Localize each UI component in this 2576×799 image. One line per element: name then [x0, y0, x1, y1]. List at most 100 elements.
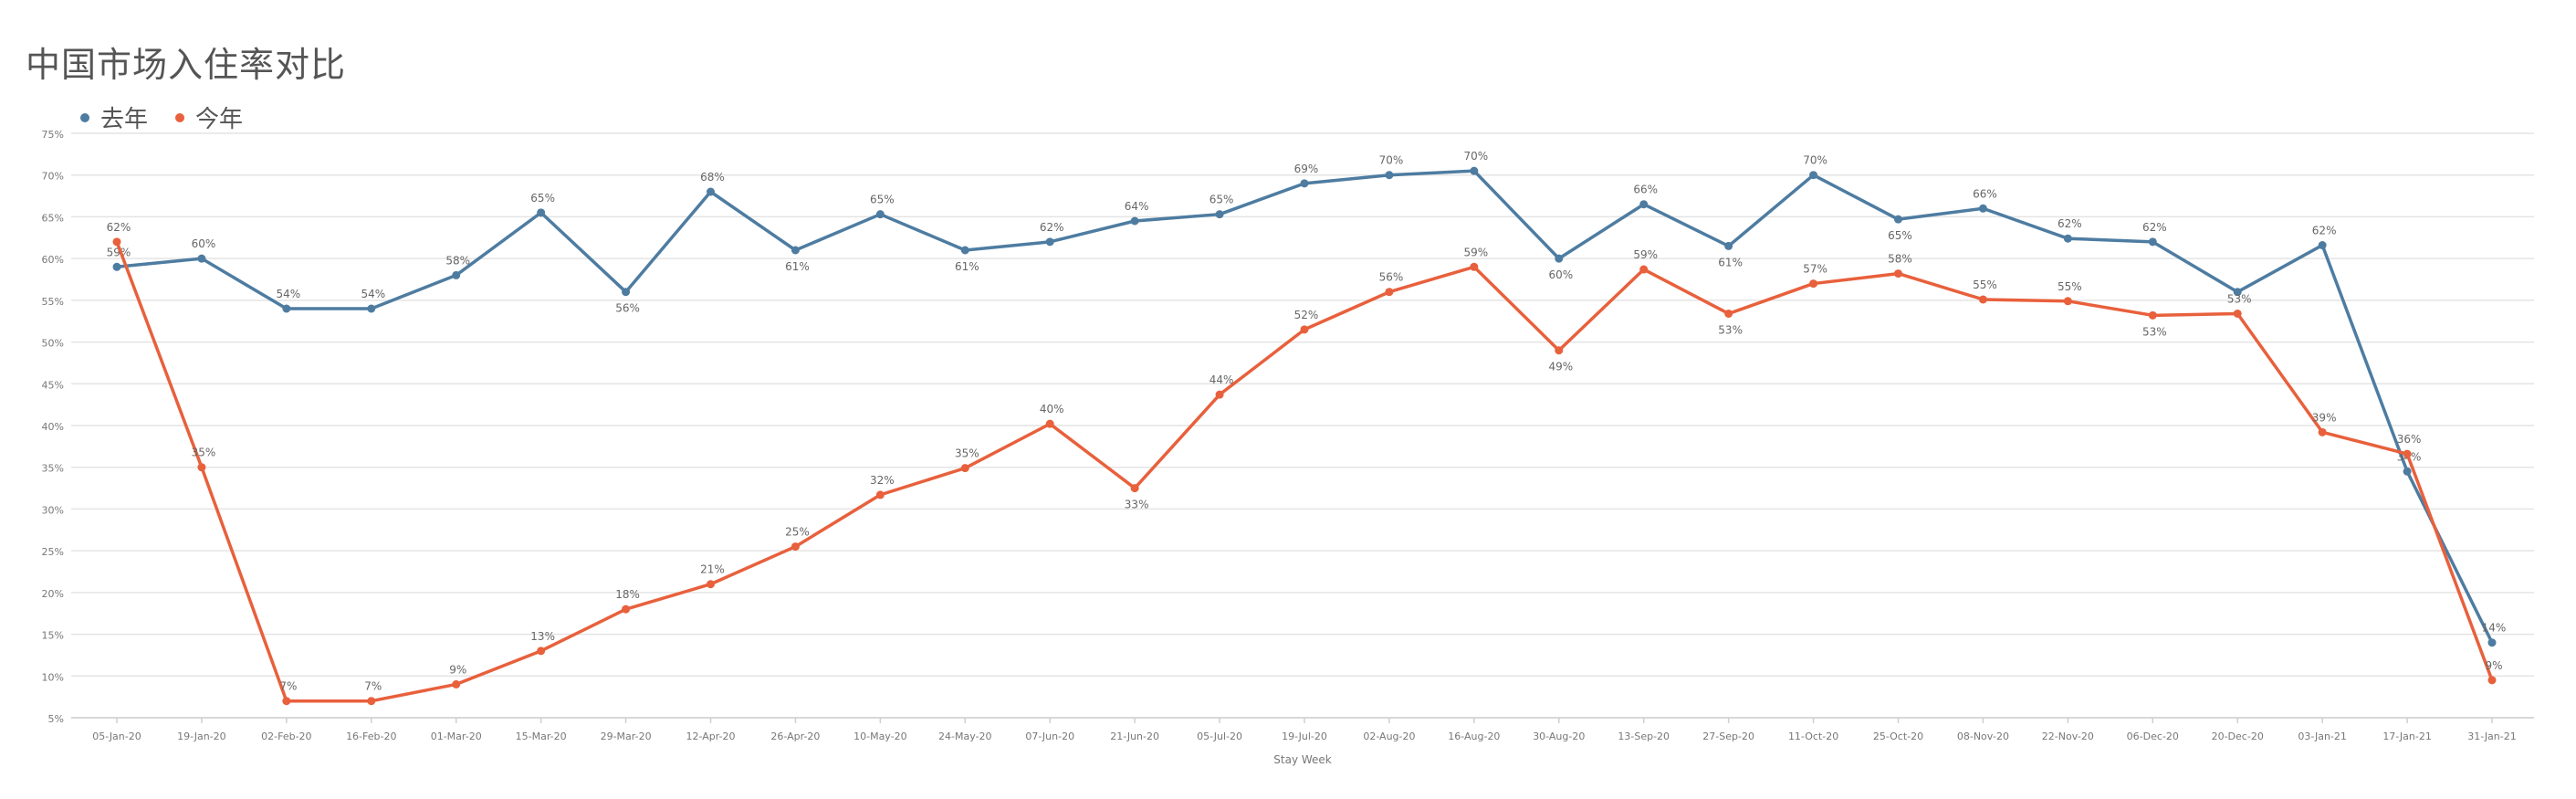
- data-point: [2487, 638, 2497, 647]
- chart-title: 中国市场入住率对比: [26, 45, 347, 85]
- legend-item-this-year[interactable]: 今年: [175, 100, 243, 134]
- data-point: [1555, 346, 1564, 355]
- data-point: [1555, 254, 1564, 263]
- data-point: [1385, 171, 1394, 180]
- data-label: 9%: [2485, 659, 2502, 672]
- data-point: [707, 187, 715, 196]
- data-point: [1978, 204, 1987, 213]
- chart-legend: 去年 今年: [80, 100, 243, 134]
- x-tick-label: 16-Feb-20: [346, 731, 396, 742]
- y-tick-label: 70%: [42, 171, 64, 183]
- data-point: [1639, 200, 1649, 209]
- x-tick-label: 11-Oct-20: [1788, 731, 1838, 742]
- data-point: [282, 304, 291, 313]
- y-tick-label: 50%: [42, 338, 64, 350]
- y-tick-label: 65%: [42, 212, 64, 224]
- data-point: [537, 647, 546, 656]
- data-label: 25%: [785, 526, 810, 539]
- data-label: 62%: [2312, 225, 2337, 237]
- data-label: 35%: [955, 447, 979, 460]
- data-label: 53%: [1718, 323, 1743, 336]
- data-label: 62%: [2142, 221, 2167, 234]
- data-label: 70%: [1803, 154, 1827, 167]
- x-tick-label: 24-May-20: [938, 731, 991, 742]
- data-label: 54%: [361, 288, 385, 300]
- data-point: [1130, 216, 1139, 226]
- y-tick-label: 35%: [42, 463, 64, 475]
- y-tick-label: 40%: [42, 421, 64, 433]
- data-label: 62%: [107, 221, 131, 234]
- data-label: 55%: [2058, 280, 2082, 293]
- x-tick-label: 22-Nov-20: [2042, 731, 2094, 742]
- y-tick-label: 60%: [42, 254, 64, 266]
- data-point: [452, 270, 461, 279]
- series-line-last-year: [116, 169, 2494, 644]
- data-point: [1809, 171, 1818, 180]
- data-point: [1894, 215, 1902, 224]
- data-label: 68%: [700, 171, 725, 184]
- data-point: [875, 210, 885, 219]
- data-point: [875, 490, 885, 499]
- data-label: 70%: [1379, 154, 1404, 167]
- legend-marker-this-year: [175, 112, 185, 122]
- data-label: 58%: [445, 254, 470, 267]
- data-label: 56%: [615, 302, 640, 315]
- data-label: 58%: [1888, 253, 1912, 266]
- data-label: 33%: [1125, 499, 1149, 511]
- data-point: [1639, 265, 1649, 274]
- data-label: 57%: [1803, 263, 1827, 276]
- x-tick-label: 01-Mar-20: [431, 731, 482, 742]
- data-point: [1809, 279, 1818, 289]
- x-tick-label: 19-Jan-20: [177, 731, 226, 742]
- x-tick-label: 07-Jun-20: [1025, 731, 1074, 742]
- data-point: [1215, 210, 1224, 219]
- data-point: [2318, 427, 2327, 436]
- data-point: [1894, 269, 1902, 279]
- data-point: [2148, 310, 2157, 320]
- data-label: 40%: [1040, 403, 1064, 415]
- x-tick-label: 03-Jan-21: [2298, 731, 2347, 742]
- data-point: [1300, 325, 1309, 334]
- data-point: [197, 463, 206, 472]
- legend-item-last-year[interactable]: 去年: [80, 100, 148, 134]
- data-label: 66%: [1633, 184, 1658, 196]
- y-tick-label: 15%: [42, 630, 64, 642]
- data-label: 62%: [2058, 217, 2082, 230]
- data-label: 36%: [2397, 433, 2422, 446]
- data-point: [791, 542, 800, 552]
- data-label: 59%: [1464, 246, 1489, 258]
- x-tick-label: 10-May-20: [853, 731, 906, 742]
- data-point: [1045, 237, 1054, 247]
- data-point: [2318, 241, 2327, 250]
- data-point: [1130, 484, 1139, 493]
- data-label: 55%: [1973, 279, 1997, 291]
- x-tick-label: 25-Oct-20: [1873, 731, 1923, 742]
- data-label: 56%: [1379, 271, 1404, 284]
- data-point: [2063, 297, 2072, 306]
- x-tick-label: 16-Aug-20: [1448, 731, 1500, 742]
- x-tick-label: 02-Feb-20: [261, 731, 311, 742]
- data-label: 9%: [449, 663, 466, 676]
- data-point: [112, 262, 121, 271]
- data-label: 59%: [107, 246, 131, 258]
- y-tick-label: 20%: [42, 588, 64, 600]
- x-tick-label: 12-Apr-20: [686, 731, 735, 742]
- data-point: [622, 288, 631, 297]
- data-point: [282, 697, 291, 706]
- data-label: 70%: [1464, 150, 1489, 163]
- data-point: [1724, 309, 1733, 318]
- data-point: [1470, 166, 1479, 175]
- data-label: 21%: [700, 563, 725, 576]
- data-label: 66%: [1973, 187, 1997, 200]
- data-label: 60%: [1548, 268, 1573, 281]
- data-point: [1385, 288, 1394, 297]
- data-point: [367, 304, 376, 313]
- data-label: 39%: [2312, 411, 2337, 424]
- data-point: [707, 580, 715, 589]
- x-tick-label: 05-Jul-20: [1197, 731, 1242, 742]
- y-tick-label: 10%: [42, 671, 64, 683]
- x-tick-label: 27-Sep-20: [1702, 731, 1754, 742]
- data-label: 65%: [1888, 229, 1912, 242]
- data-label: 61%: [955, 260, 979, 273]
